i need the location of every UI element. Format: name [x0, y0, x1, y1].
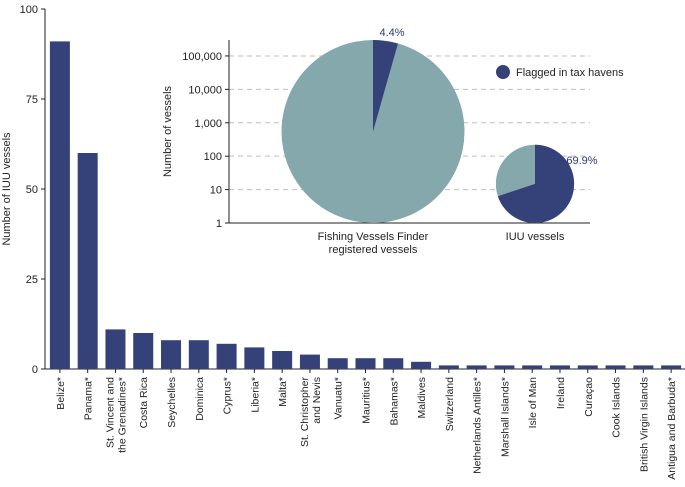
bar-category-label: Antigua and Barbuda* — [666, 377, 678, 480]
bar-category-label: Cyprus* — [222, 377, 234, 414]
bar-y-axis-title: Number of IUU vessels — [1, 132, 13, 246]
legend-marker — [496, 65, 510, 79]
bar-category-label-line: Vanuatu* — [333, 377, 345, 419]
bar-category-label: Isle of Man — [527, 377, 539, 429]
bar — [466, 365, 487, 369]
bar — [411, 361, 432, 369]
bar-y-tick-label: 0 — [32, 364, 38, 376]
pie-y-tick-label: 100,000 — [182, 51, 222, 63]
bar-y-tick-label: 50 — [26, 184, 38, 196]
bar — [133, 333, 154, 369]
bar-category-label-line: the Grenadines* — [116, 377, 128, 453]
bar — [188, 340, 209, 369]
pie-y-tick-label: 1 — [216, 218, 222, 230]
bar-category-label: Costa Rica — [138, 377, 150, 429]
pie-category-label-line: registered vessels — [329, 244, 418, 256]
bar-category-label: St. Christopherand Nevis — [299, 376, 323, 447]
bar-y-tick-label: 75 — [26, 94, 38, 106]
bar-category-label-line: Maldives — [416, 377, 428, 418]
bar-category-label-line: Marshall Islands* — [499, 377, 511, 457]
bar-category-label: Panama* — [83, 377, 95, 420]
bar-category-label: Seychelles — [166, 377, 178, 428]
bar — [77, 153, 98, 369]
bar-category-label: St. Vincent andthe Grenadines* — [104, 377, 128, 453]
pie-tax-haven-slice — [373, 40, 398, 132]
bar-category-label-line: Costa Rica — [138, 377, 150, 429]
bar-category-label-line: Dominica — [194, 377, 206, 421]
bar-y-tick-label: 25 — [26, 274, 38, 286]
pie-y-tick-label: 10 — [210, 185, 222, 197]
bar — [299, 354, 320, 369]
pie-y-tick-label: 10,000 — [188, 84, 222, 96]
bar-category-label-line: St. Vincent and — [104, 377, 116, 448]
bar-category-label-line: Cook Islands — [611, 377, 623, 438]
bar-y-tick-label: 100 — [20, 4, 38, 16]
bar-category-label: Curaçao — [583, 377, 595, 417]
bar-category-label: Cook Islands — [611, 377, 623, 438]
bar-category-label-line: Liberia* — [249, 377, 261, 413]
bar — [494, 365, 515, 369]
bar — [272, 351, 293, 369]
bar — [244, 347, 265, 369]
bar — [661, 365, 682, 369]
bar — [327, 358, 348, 369]
bar-category-label: Dominica — [194, 377, 206, 421]
bar-category-label-line: St. Christopher — [299, 376, 311, 447]
bar-category-label: Switzerland — [444, 377, 456, 431]
pie-category-label: IUU vessels — [506, 231, 565, 243]
bar-category-label: Ireland — [555, 377, 567, 409]
bar — [105, 329, 126, 369]
bar-category-label: Malta* — [277, 377, 289, 407]
bar-category-label: Liberia* — [249, 377, 261, 413]
bar-category-label-line: Seychelles — [166, 377, 178, 428]
bar-category-label-line: Antigua and Barbuda* — [666, 377, 678, 480]
bar-category-label-line: Isle of Man — [527, 377, 539, 429]
bar-category-label-line: Belize* — [55, 377, 67, 410]
pie-tax-haven-slice — [497, 144, 575, 223]
bar — [216, 343, 237, 369]
bar — [355, 358, 376, 369]
bar-category-label: Bahamas* — [388, 377, 400, 425]
bar — [522, 365, 543, 369]
bar-category-label-line: Panama* — [83, 377, 95, 420]
bar-category-label: Netherlands Antilles* — [472, 377, 484, 474]
bar — [161, 340, 182, 369]
pie-category-label-line: Fishing Vessels Finder — [318, 231, 429, 243]
bar — [438, 365, 459, 369]
bar — [605, 365, 626, 369]
pie-y-axis-title: Number of vessels — [162, 85, 174, 177]
bar-category-label-line: Curaçao — [583, 377, 595, 417]
bar-category-label: British Virgin Islands — [638, 377, 650, 472]
pie-category-label: Fishing Vessels Finder registered vessels — [318, 231, 429, 256]
bar — [383, 358, 404, 369]
pie-y-tick-label: 100 — [204, 151, 222, 163]
pie-y-tick-label: 1,000 — [194, 118, 222, 130]
bar-category-label-line: Bahamas* — [388, 377, 400, 425]
bar-category-label: Marshall Islands* — [499, 377, 511, 457]
legend-label: Flagged in tax havens — [516, 67, 624, 79]
bar-category-label-line: Malta* — [277, 377, 289, 407]
bar — [549, 365, 570, 369]
bar-category-label-line: Mauritius* — [361, 377, 373, 424]
bar-category-label: Vanuatu* — [333, 377, 345, 419]
bar — [577, 365, 598, 369]
bar-category-label-line: Ireland — [555, 377, 567, 409]
bar-category-label: Belize* — [55, 377, 67, 410]
pie-percentage-label: 69.9% — [566, 155, 597, 167]
bar-category-label-line: British Virgin Islands — [638, 377, 650, 472]
pie-percentage-label: 4.4% — [379, 27, 404, 39]
bar-category-label: Mauritius* — [361, 377, 373, 424]
bar-category-label-line: Switzerland — [444, 377, 456, 431]
bar-category-label-line: and Nevis — [311, 377, 323, 424]
bar-category-label: Maldives — [416, 377, 428, 418]
bar — [633, 365, 654, 369]
bar-category-label-line: Cyprus* — [222, 377, 234, 414]
bar — [49, 41, 70, 370]
bar-category-label-line: Netherlands Antilles* — [472, 377, 484, 474]
pie-category-label-line: IUU vessels — [506, 231, 565, 243]
